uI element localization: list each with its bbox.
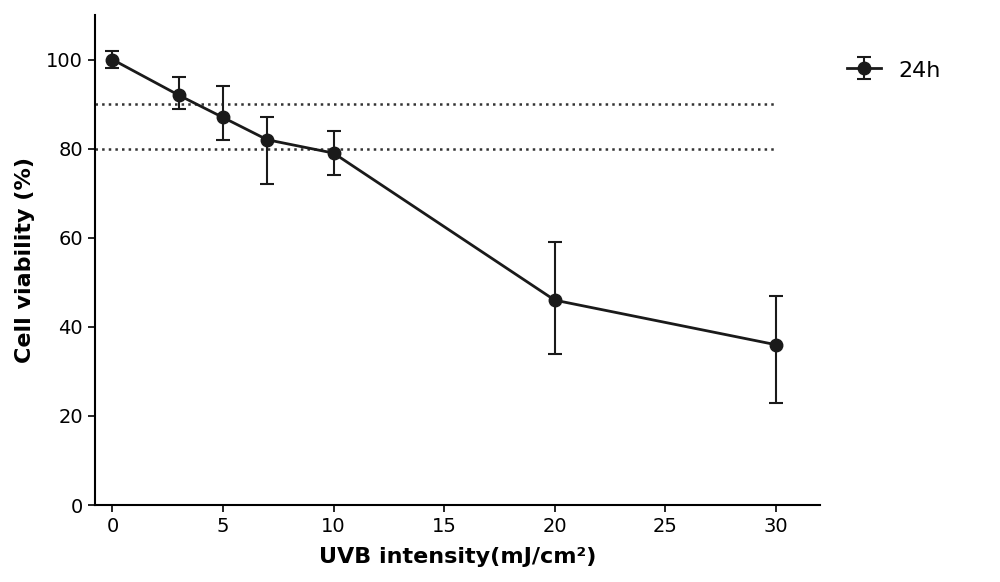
X-axis label: UVB intensity(mJ/cm²): UVB intensity(mJ/cm²) — [319, 547, 596, 567]
Y-axis label: Cell viability (%): Cell viability (%) — [15, 157, 35, 363]
Legend: 24h: 24h — [838, 51, 950, 90]
